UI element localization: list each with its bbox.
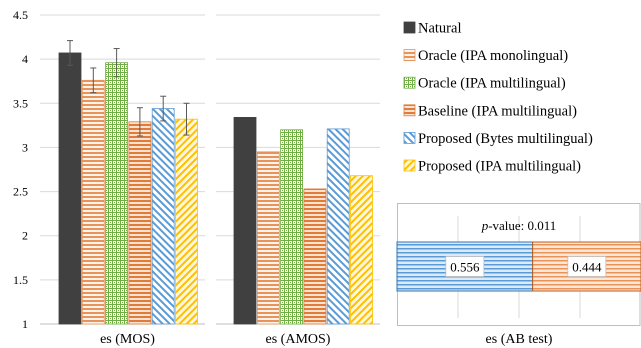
legend-swatch xyxy=(403,21,416,34)
bar-5 xyxy=(326,128,350,325)
ab-title-rest: -value: 0.011 xyxy=(488,218,556,233)
legend-swatch xyxy=(403,49,416,61)
bar-1 xyxy=(58,52,82,325)
legend-swatch xyxy=(403,131,416,144)
x-axis-label: es (AMOS) xyxy=(266,332,331,347)
bar-1 xyxy=(233,117,257,325)
bar-2 xyxy=(81,79,105,325)
ab-test-panel: p-value: 0.011 0.556 0.444 es (AB test) xyxy=(396,203,641,347)
legend-swatch xyxy=(403,159,416,172)
mos-panel: 1 1.5 2 2.5 3 3.5 4 4.5 es (MOS) xyxy=(13,8,205,347)
bar-6 xyxy=(175,118,198,325)
y-tick-label: 1.5 xyxy=(13,273,28,287)
bar-3 xyxy=(105,62,128,325)
data-label: 0.444 xyxy=(572,260,602,275)
bar-3 xyxy=(280,129,304,325)
legend: Natural Oracle (IPA monolingual) Oracle (I… xyxy=(403,21,593,175)
y-tick-label: 3.5 xyxy=(13,96,28,110)
y-tick-label: 1 xyxy=(22,317,28,331)
ab-title-prefix: p xyxy=(481,218,489,233)
legend-label: Oracle (IPA multilingual) xyxy=(418,76,566,92)
bar-2 xyxy=(256,151,280,325)
legend-label: Natural xyxy=(418,21,461,37)
x-axis-label: es (AB test) xyxy=(486,332,553,347)
data-label-box xyxy=(567,256,607,277)
amos-panel: es (AMOS) xyxy=(216,14,380,347)
data-label-box xyxy=(445,256,485,277)
bar-6 xyxy=(350,175,373,325)
bar-5 xyxy=(151,108,175,325)
legend-label: Oracle (IPA monolingual) xyxy=(418,48,568,64)
legend-swatch xyxy=(403,76,416,89)
y-tick-label: 3 xyxy=(22,140,28,154)
legend-swatch xyxy=(403,104,416,117)
y-tick-label: 2 xyxy=(22,229,28,243)
legend-label: Proposed (IPA multilingual) xyxy=(418,159,581,175)
ab-title: p-value: 0.011 xyxy=(481,218,557,233)
x-axis-label: es (MOS) xyxy=(100,332,155,347)
bar-4 xyxy=(128,121,152,325)
data-label: 0.556 xyxy=(450,260,480,275)
y-tick-label: 4.5 xyxy=(13,8,28,22)
bar-4 xyxy=(303,188,327,325)
legend-label: Baseline (IPA multilingual) xyxy=(418,103,577,119)
y-tick-label: 2.5 xyxy=(13,185,28,199)
y-tick-label: 4 xyxy=(22,52,28,66)
legend-label: Proposed (Bytes multilingual) xyxy=(418,131,593,147)
